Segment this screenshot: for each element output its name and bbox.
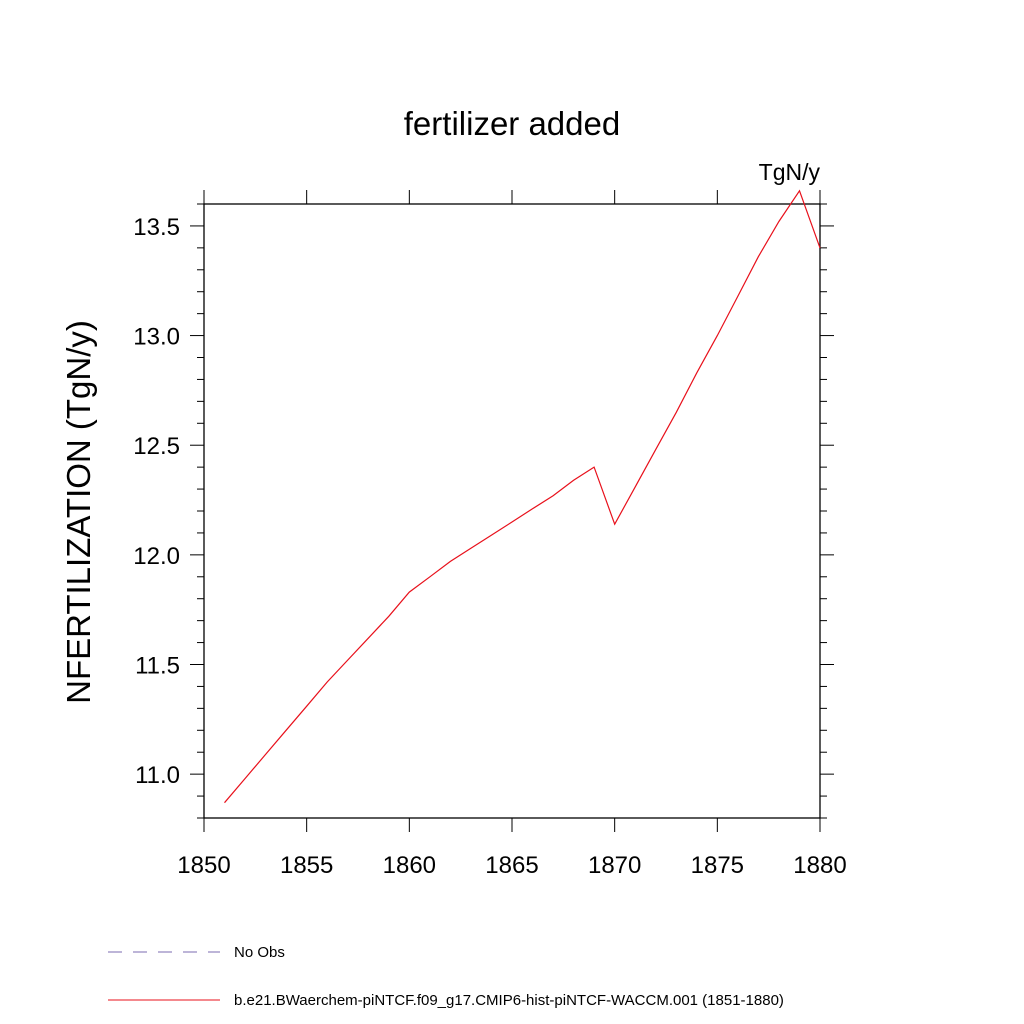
y-tick-label: 11.5 — [135, 653, 180, 680]
units-label: TgN/y — [759, 159, 821, 185]
x-tick-label: 1865 — [485, 852, 538, 879]
y-tick-label: 12.5 — [133, 433, 180, 460]
x-tick-label: 1880 — [793, 852, 846, 879]
x-tick-label: 1860 — [383, 852, 436, 879]
x-tick-label: 1850 — [177, 852, 230, 879]
plot-frame — [203, 203, 821, 819]
x-tick-label: 1875 — [691, 852, 744, 879]
y-tick-label: 11.0 — [135, 762, 180, 789]
legend-label-0: No Obs — [234, 944, 285, 961]
y-tick-label: 12.0 — [133, 543, 180, 570]
legend-label-1: b.e21.BWaerchem-piNTCF.f09_g17.CMIP6-his… — [234, 992, 784, 1009]
legend: No Obs b.e21.BWaerchem-piNTCF.f09_g17.CMI… — [108, 944, 784, 1009]
x-tick-label: 1870 — [588, 852, 641, 879]
series-line-0 — [224, 189, 821, 804]
series-layer — [224, 189, 821, 804]
axis-ticks — [190, 190, 834, 832]
y-tick-label: 13.5 — [133, 214, 180, 241]
x-tick-labels: 1850 1855 1860 1865 1870 1875 1880 — [177, 852, 846, 879]
chart-title: fertilizer added — [404, 105, 620, 142]
y-axis-label: NFERTILIZATION (TgN/y) — [60, 320, 97, 704]
y-tick-labels: 11.0 11.5 12.0 12.5 13.0 13.5 — [133, 214, 180, 789]
x-tick-label: 1855 — [280, 852, 333, 879]
y-tick-label: 13.0 — [133, 324, 180, 351]
